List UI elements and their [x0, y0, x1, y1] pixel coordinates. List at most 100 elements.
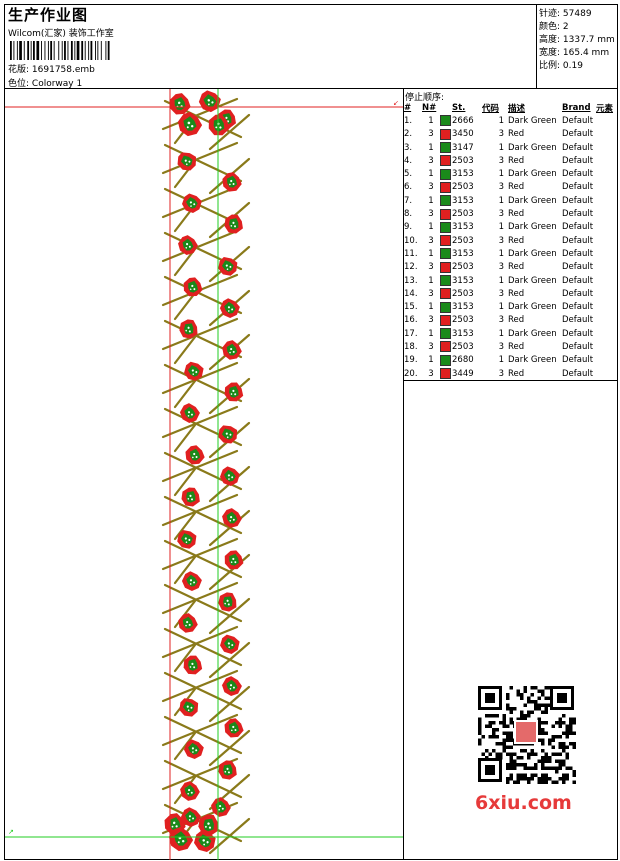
- color-swatch: [440, 275, 451, 286]
- row-index: 1.: [404, 115, 413, 126]
- row-element: [596, 194, 613, 207]
- row-element: [596, 114, 613, 127]
- row-code: 3: [498, 341, 504, 352]
- watermark-text: 6xiu.com: [475, 792, 572, 814]
- color-swatch: [440, 142, 451, 154]
- row-description: Dark Green: [508, 222, 557, 233]
- stat-height: 高度: 1337.7 mm: [539, 35, 615, 45]
- row-code: 3: [498, 155, 504, 166]
- design-file-label: 花版:: [8, 65, 30, 75]
- table-row: 20. 3 3449 3 Red Default: [404, 367, 613, 380]
- color-swatch: [440, 354, 451, 366]
- row-code: 1: [498, 142, 504, 153]
- row-description: Red: [508, 341, 525, 352]
- row-index: 6.: [404, 182, 413, 193]
- row-element: [596, 141, 613, 154]
- col-swatch: [440, 101, 452, 114]
- row-index: 3.: [404, 142, 413, 153]
- row-swatch: [440, 287, 452, 300]
- stop-sequence-table: # N# St. 代码 描述 Brand 元素 1. 1 2666 1 Dark Gre…: [404, 101, 613, 380]
- colorway-line: 色位: Colorway 1: [8, 76, 82, 89]
- design-file-line: 花版: 1691758.emb: [8, 62, 95, 75]
- row-needle: 1: [428, 248, 434, 259]
- row-code: 3: [498, 209, 504, 220]
- row-index: 10.: [404, 235, 418, 246]
- row-needle: 3: [428, 262, 434, 273]
- row-needle: 1: [428, 195, 434, 206]
- row-brand: Default: [562, 129, 594, 140]
- table-row: 15. 1 3153 1 Dark Green Default: [404, 300, 613, 313]
- row-description: Red: [508, 288, 525, 299]
- col-needle: N#: [422, 102, 437, 113]
- design-file-name: 1691758.emb: [31, 65, 95, 75]
- table-row: 12. 3 2503 3 Red Default: [404, 261, 613, 274]
- table-row: 14. 3 2503 3 Red Default: [404, 287, 613, 300]
- color-swatch: [440, 314, 451, 326]
- row-code: 3: [498, 368, 504, 379]
- col-description: 描述: [508, 103, 526, 114]
- row-swatch: [440, 221, 452, 234]
- color-swatch: [440, 115, 451, 127]
- stat-scale: 比例: 0.19: [539, 61, 583, 71]
- row-code: 3: [498, 262, 504, 273]
- row-index: 18.: [404, 341, 418, 352]
- row-element: [596, 234, 613, 247]
- row-description: Red: [508, 235, 525, 246]
- row-brand: Default: [562, 341, 594, 352]
- row-swatch: [440, 340, 452, 353]
- table-row: 16. 3 2503 3 Red Default: [404, 314, 613, 327]
- row-description: Red: [508, 262, 525, 273]
- row-stitches: 3153: [452, 248, 474, 259]
- qr-code-image: [470, 680, 582, 792]
- row-description: Dark Green: [508, 328, 557, 339]
- row-description: Dark Green: [508, 355, 557, 366]
- row-swatch: [440, 367, 452, 380]
- row-needle: 1: [428, 115, 434, 126]
- col-stitches: St.: [452, 102, 466, 113]
- embroidery-design-preview: ↙↗: [5, 89, 403, 860]
- row-code: 1: [498, 328, 504, 339]
- row-brand: Default: [562, 182, 594, 193]
- row-swatch: [440, 274, 452, 287]
- barcode-image: [10, 41, 110, 60]
- table-row: 9. 1 3153 1 Dark Green Default: [404, 221, 613, 234]
- col-index: #: [404, 102, 412, 113]
- row-brand: Default: [562, 328, 594, 339]
- row-stitches: 2503: [452, 155, 474, 166]
- row-element: [596, 287, 613, 300]
- row-element: [596, 167, 613, 180]
- row-brand: Default: [562, 235, 594, 246]
- table-row: 5. 1 3153 1 Dark Green Default: [404, 167, 613, 180]
- row-brand: Default: [562, 302, 594, 313]
- row-stitches: 2503: [452, 262, 474, 273]
- row-code: 1: [498, 302, 504, 313]
- row-code: 1: [498, 222, 504, 233]
- row-index: 9.: [404, 222, 413, 233]
- row-needle: 1: [428, 328, 434, 339]
- row-brand: Default: [562, 275, 594, 286]
- row-swatch: [440, 194, 452, 207]
- row-code: 3: [498, 315, 504, 326]
- row-description: Red: [508, 209, 525, 220]
- row-needle: 1: [428, 275, 434, 286]
- row-swatch: [440, 181, 452, 194]
- row-brand: Default: [562, 142, 594, 153]
- colorway-label: 色位:: [8, 79, 30, 89]
- row-element: [596, 327, 613, 340]
- row-code: 3: [498, 182, 504, 193]
- row-code: 1: [498, 248, 504, 259]
- row-stitches: 2503: [452, 341, 474, 352]
- row-description: Dark Green: [508, 302, 557, 313]
- row-swatch: [440, 154, 452, 167]
- row-brand: Default: [562, 209, 594, 220]
- row-element: [596, 300, 613, 313]
- row-stitches: 2680: [452, 355, 474, 366]
- table-row: 3. 1 3147 1 Dark Green Default: [404, 141, 613, 154]
- row-swatch: [440, 167, 452, 180]
- color-swatch: [440, 368, 451, 380]
- row-swatch: [440, 300, 452, 313]
- row-stitches: 2503: [452, 288, 474, 299]
- row-code: 1: [498, 195, 504, 206]
- row-description: Dark Green: [508, 142, 557, 153]
- color-swatch: [440, 341, 451, 353]
